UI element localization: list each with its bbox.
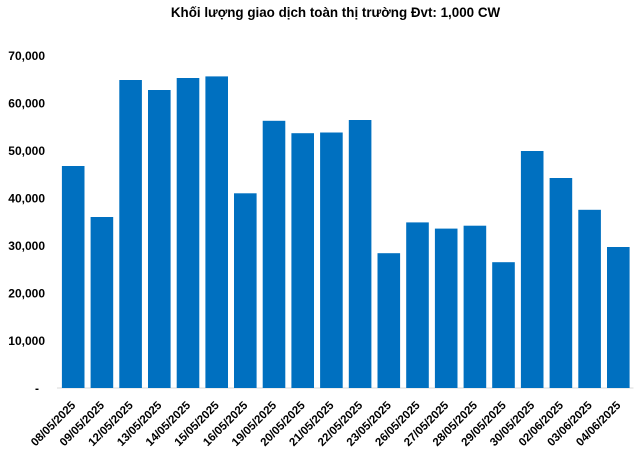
- svg-text:50,000: 50,000: [8, 144, 45, 158]
- svg-text:70,000: 70,000: [8, 49, 45, 63]
- svg-text:Khối lượng giao dịch toàn thị: Khối lượng giao dịch toàn thị trường Đvt…: [171, 5, 501, 20]
- svg-text:30,000: 30,000: [8, 239, 45, 253]
- svg-text:10,000: 10,000: [8, 334, 45, 348]
- svg-text:-: -: [35, 382, 39, 396]
- svg-text:60,000: 60,000: [8, 97, 45, 111]
- svg-text:20,000: 20,000: [8, 287, 45, 301]
- svg-text:40,000: 40,000: [8, 192, 45, 206]
